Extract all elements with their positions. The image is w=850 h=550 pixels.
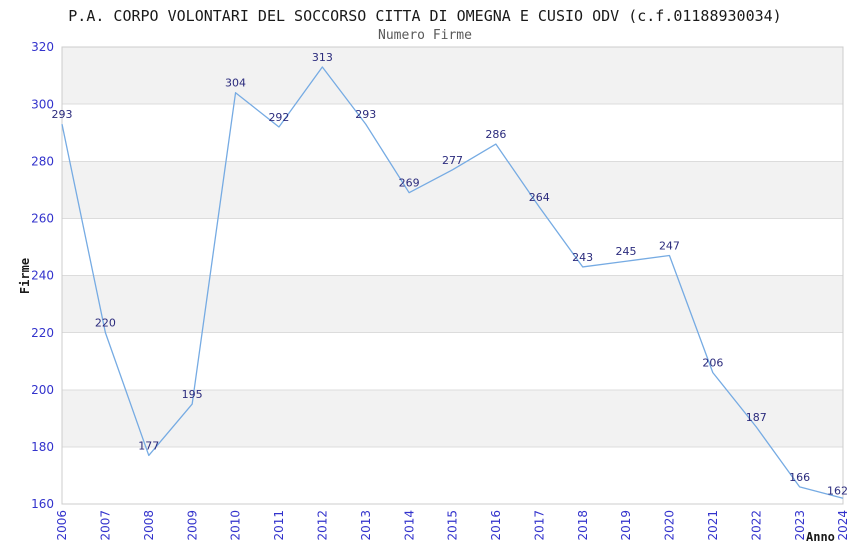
x-tick-label: 2014	[402, 510, 416, 541]
x-tick-label: 2011	[272, 510, 286, 541]
y-tick-label: 160	[31, 497, 54, 511]
chart-subtitle: Numero Firme	[378, 28, 472, 43]
y-tick-label: 180	[31, 440, 54, 454]
x-tick-label: 2016	[489, 510, 503, 541]
x-tick-label: 2024	[836, 510, 850, 541]
x-tick-label: 2008	[142, 510, 156, 541]
data-point-label: 206	[702, 357, 723, 370]
data-point-label: 292	[268, 111, 289, 124]
data-point-label: 286	[485, 128, 506, 141]
y-tick-label: 300	[31, 97, 54, 111]
data-point-label: 293	[355, 108, 376, 121]
x-tick-label: 2012	[316, 510, 330, 541]
x-tick-label: 2015	[446, 510, 460, 541]
plot-band	[62, 275, 843, 333]
data-point-label: 269	[399, 177, 420, 190]
data-line	[61, 66, 844, 499]
data-point-label: 243	[572, 251, 593, 264]
y-tick-label: 200	[31, 383, 54, 397]
x-tick-label: 2023	[793, 510, 807, 541]
x-tick-label: 2006	[55, 510, 69, 541]
y-tick-label: 260	[31, 212, 54, 226]
plot-band	[62, 47, 843, 105]
x-tick-label: 2017	[532, 510, 546, 541]
data-point-label: 195	[182, 388, 203, 401]
x-tick-label: 2018	[576, 510, 590, 541]
data-point-label: 247	[659, 240, 680, 253]
data-point-label: 313	[312, 51, 333, 64]
data-point-label: 293	[52, 108, 73, 121]
data-point-label: 245	[616, 245, 637, 258]
x-tick-label: 2020	[663, 510, 677, 541]
x-tick-label: 2021	[706, 510, 720, 541]
data-point-label: 220	[95, 317, 116, 330]
data-point-label: 187	[746, 411, 767, 424]
chart-title: P.A. CORPO VOLONTARI DEL SOCCORSO CITTA …	[68, 7, 782, 25]
plot-band	[62, 161, 843, 219]
data-point-label: 304	[225, 77, 246, 90]
y-tick-label: 320	[31, 40, 54, 54]
x-tick-label: 2009	[185, 510, 199, 541]
data-point-label: 177	[138, 439, 159, 452]
y-tick-label: 240	[31, 269, 54, 283]
x-tick-label: 2007	[99, 510, 113, 541]
x-tick-label: 2022	[749, 510, 763, 541]
x-tick-label: 2010	[229, 510, 243, 541]
x-axis-title: Anno	[806, 530, 835, 544]
plot-band	[62, 389, 843, 447]
data-point-label: 264	[529, 191, 550, 204]
y-tick-label: 220	[31, 326, 54, 340]
plot-border	[61, 46, 844, 505]
data-point-label: 166	[789, 471, 810, 484]
x-tick-label: 2013	[359, 510, 373, 541]
data-point-label: 277	[442, 154, 463, 167]
x-tick-label: 2019	[619, 510, 633, 541]
y-tick-label: 280	[31, 154, 54, 168]
data-point-label: 162	[827, 484, 848, 497]
